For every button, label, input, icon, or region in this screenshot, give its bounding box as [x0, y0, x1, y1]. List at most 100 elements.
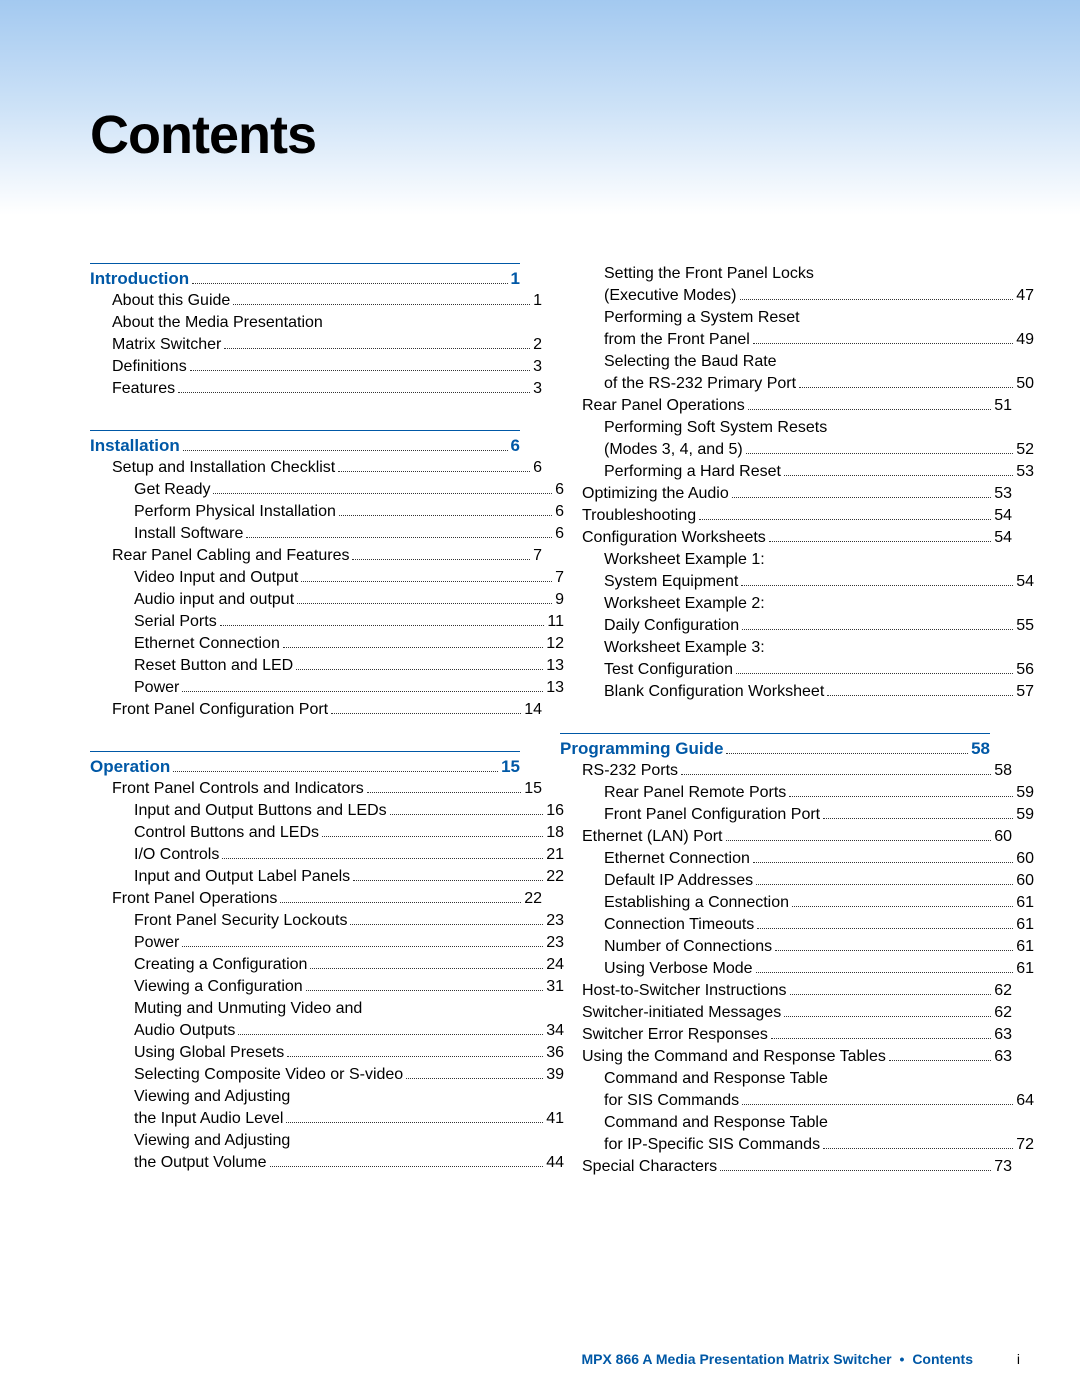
toc-leader-dots — [178, 381, 530, 393]
toc-entry[interactable]: Troubleshooting54 — [560, 505, 1012, 527]
toc-entry-label: Using Global Presets — [134, 1042, 284, 1064]
toc-entry[interactable]: Audio input and output9 — [90, 589, 564, 611]
toc-entry[interactable]: Front Panel Configuration Port59 — [560, 804, 1034, 826]
toc-leader-dots — [173, 760, 498, 772]
toc-leader-dots — [771, 1027, 991, 1039]
toc-leader-dots — [406, 1067, 543, 1079]
toc-entry-label: Audio Outputs — [134, 1020, 235, 1042]
toc-entry[interactable]: Front Panel Security Lockouts23 — [90, 910, 564, 932]
toc-entry-page: 7 — [533, 545, 542, 567]
toc-leader-dots — [246, 526, 552, 538]
toc-entry[interactable]: Front Panel Configuration Port14 — [90, 699, 542, 721]
toc-entry[interactable]: (Executive Modes)47 — [560, 285, 1034, 307]
toc-entry[interactable]: Get Ready6 — [90, 479, 564, 501]
toc-entry[interactable]: Connection Timeouts61 — [560, 914, 1034, 936]
toc-entry[interactable]: Control Buttons and LEDs18 — [90, 822, 564, 844]
toc-entry-label: Default IP Addresses — [604, 870, 753, 892]
toc-entry-label: Front Panel Configuration Port — [112, 699, 328, 721]
toc-entry[interactable]: Number of Connections61 — [560, 936, 1034, 958]
toc-entry[interactable]: Switcher Error Responses63 — [560, 1024, 1012, 1046]
toc-entry[interactable]: Test Configuration56 — [560, 659, 1034, 681]
toc-entry[interactable]: Ethernet Connection12 — [90, 633, 564, 655]
toc-entry[interactable]: System Equipment54 — [560, 571, 1034, 593]
toc-entry-label: Daily Configuration — [604, 615, 739, 637]
toc-entry-page: 49 — [1016, 329, 1034, 351]
toc-entry[interactable]: for IP-Specific SIS Commands72 — [560, 1134, 1034, 1156]
toc-entry[interactable]: Ethernet Connection60 — [560, 848, 1034, 870]
toc-entry[interactable]: Input and Output Label Panels22 — [90, 866, 564, 888]
toc-entry[interactable]: Serial Ports11 — [90, 611, 564, 633]
toc-entry[interactable]: Viewing a Configuration31 — [90, 976, 564, 998]
toc-leader-dots — [827, 684, 1013, 696]
toc-entry[interactable]: Front Panel Operations22 — [90, 888, 542, 910]
toc-entry[interactable]: Performing a Hard Reset53 — [560, 461, 1034, 483]
toc-entry[interactable]: Ethernet (LAN) Port60 — [560, 826, 1012, 848]
toc-entry[interactable]: Creating a Configuration24 — [90, 954, 564, 976]
toc-entry[interactable]: Selecting Composite Video or S-video39 — [90, 1064, 564, 1086]
toc-entry[interactable]: for SIS Commands64 — [560, 1090, 1034, 1112]
toc-entry[interactable]: Perform Physical Installation6 — [90, 501, 564, 523]
toc-section-header[interactable]: Operation15 — [90, 756, 520, 778]
toc-entry[interactable]: Install Software6 — [90, 523, 564, 545]
toc-entry[interactable]: Matrix Switcher2 — [90, 334, 542, 356]
toc-leader-dots — [353, 869, 543, 881]
toc-section-title: Operation — [90, 756, 170, 778]
toc-entry[interactable]: Setup and Installation Checklist6 — [90, 457, 542, 479]
toc-entry-label: Rear Panel Operations — [582, 395, 745, 417]
toc-entry[interactable]: RS-232 Ports58 — [560, 760, 1012, 782]
toc-entry-label: About this Guide — [112, 290, 230, 312]
toc-entry-page: 1 — [533, 290, 542, 312]
toc-leader-dots — [742, 1093, 1013, 1105]
toc-entry[interactable]: the Input Audio Level41 — [90, 1108, 564, 1130]
toc-entry-label: Input and Output Buttons and LEDs — [134, 800, 387, 822]
toc-entry[interactable]: Video Input and Output7 — [90, 567, 564, 589]
toc-entry: Performing Soft System Resets — [560, 417, 990, 439]
toc-section-header[interactable]: Programming Guide58 — [560, 738, 990, 760]
toc-entry[interactable]: Daily Configuration55 — [560, 615, 1034, 637]
toc-entry[interactable]: Using Global Presets36 — [90, 1042, 564, 1064]
toc-entry: Command and Response Table — [560, 1112, 990, 1134]
toc-leader-dots — [287, 1045, 543, 1057]
toc-entry[interactable]: Switcher-initiated Messages62 — [560, 1002, 1012, 1024]
toc-entry[interactable]: Host-to-Switcher Instructions62 — [560, 980, 1012, 1002]
toc-entry[interactable]: (Modes 3, 4, and 5)52 — [560, 439, 1034, 461]
toc-right-column: Setting the Front Panel Locks (Executive… — [560, 263, 990, 1208]
toc-entry[interactable]: Input and Output Buttons and LEDs16 — [90, 800, 564, 822]
toc-entry[interactable]: Rear Panel Cabling and Features7 — [90, 545, 542, 567]
toc-entry[interactable]: Audio Outputs34 — [90, 1020, 564, 1042]
toc-entry[interactable]: Reset Button and LED13 — [90, 655, 564, 677]
toc-entry[interactable]: Rear Panel Operations51 — [560, 395, 1012, 417]
toc-entry-label: Control Buttons and LEDs — [134, 822, 319, 844]
toc-entry-page: 15 — [524, 778, 542, 800]
toc-section-header[interactable]: Introduction1 — [90, 268, 520, 290]
toc-leader-dots — [823, 1137, 1013, 1149]
toc-leader-dots — [183, 439, 508, 451]
toc-entry-label: the Output Volume — [134, 1152, 267, 1174]
toc-entry[interactable]: from the Front Panel49 — [560, 329, 1034, 351]
toc-leader-dots — [238, 1023, 543, 1035]
toc-leader-dots — [790, 983, 992, 995]
toc-entry-label: Features — [112, 378, 175, 400]
toc-entry[interactable]: Power13 — [90, 677, 564, 699]
toc-entry-label: Audio input and output — [134, 589, 294, 611]
toc-entry[interactable]: Optimizing the Audio53 — [560, 483, 1012, 505]
toc-entry[interactable]: Using the Command and Response Tables63 — [560, 1046, 1012, 1068]
toc-entry-label: Power — [134, 932, 179, 954]
toc-entry[interactable]: Using Verbose Mode61 — [560, 958, 1034, 980]
toc-entry[interactable]: Blank Configuration Worksheet57 — [560, 681, 1034, 703]
toc-entry[interactable]: I/O Controls21 — [90, 844, 564, 866]
toc-entry[interactable]: Rear Panel Remote Ports59 — [560, 782, 1034, 804]
toc-entry-page: 6 — [533, 457, 542, 479]
toc-entry[interactable]: of the RS-232 Primary Port50 — [560, 373, 1034, 395]
toc-entry[interactable]: Definitions3 — [90, 356, 542, 378]
toc-section-header[interactable]: Installation6 — [90, 435, 520, 457]
toc-entry[interactable]: the Output Volume44 — [90, 1152, 564, 1174]
toc-entry[interactable]: Configuration Worksheets54 — [560, 527, 1012, 549]
toc-entry[interactable]: Default IP Addresses60 — [560, 870, 1034, 892]
toc-entry[interactable]: Power23 — [90, 932, 564, 954]
toc-entry[interactable]: Special Characters73 — [560, 1156, 1012, 1178]
toc-entry[interactable]: Features3 — [90, 378, 542, 400]
toc-entry[interactable]: About this Guide 1 — [90, 290, 542, 312]
toc-entry[interactable]: Establishing a Connection61 — [560, 892, 1034, 914]
toc-entry[interactable]: Front Panel Controls and Indicators15 — [90, 778, 542, 800]
